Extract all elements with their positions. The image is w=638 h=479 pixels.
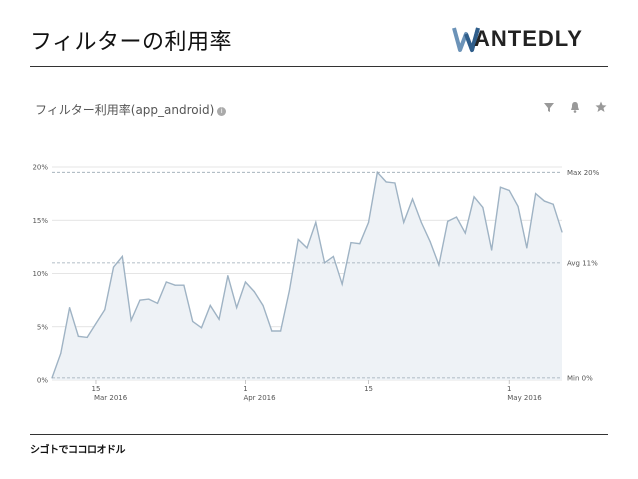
data-point xyxy=(218,318,220,320)
data-point xyxy=(148,298,150,300)
data-point xyxy=(447,220,449,222)
data-point xyxy=(315,221,317,223)
data-point xyxy=(508,189,510,192)
data-point xyxy=(139,299,141,301)
data-point xyxy=(482,206,484,209)
data-point xyxy=(464,232,466,234)
data-point xyxy=(455,216,458,218)
data-point xyxy=(227,275,229,277)
data-point xyxy=(543,200,546,202)
data-point xyxy=(561,231,563,233)
x-tick-day-label: 1 xyxy=(243,385,247,393)
top-rule xyxy=(30,66,608,67)
data-point xyxy=(535,193,537,195)
x-tick-month-label: Apr 2016 xyxy=(243,394,276,402)
data-point xyxy=(552,203,554,205)
data-point xyxy=(77,335,79,337)
data-point xyxy=(411,198,414,200)
data-point xyxy=(271,330,273,332)
x-tick-day-label: 15 xyxy=(92,385,101,393)
data-point xyxy=(86,336,88,338)
info-icon[interactable]: i xyxy=(217,107,227,116)
data-point xyxy=(350,242,352,244)
y-tick-label: 0% xyxy=(37,377,48,385)
area-fill xyxy=(52,172,562,380)
reference-label: Max 20% xyxy=(567,169,600,177)
data-point xyxy=(332,255,334,258)
data-point xyxy=(403,221,405,223)
x-tick-day-label: 15 xyxy=(364,385,373,393)
data-point xyxy=(473,196,475,198)
data-point xyxy=(121,255,123,258)
data-point xyxy=(297,238,299,241)
data-point xyxy=(341,283,343,285)
data-point xyxy=(236,306,238,309)
data-point xyxy=(438,264,440,266)
slide-title: フィルターの利用率 xyxy=(30,30,233,55)
panel-title: フィルター利用率(app_android) i xyxy=(35,101,227,118)
data-point xyxy=(280,330,282,332)
x-tick-month-label: Mar 2016 xyxy=(94,394,128,402)
data-point xyxy=(517,205,519,208)
data-point xyxy=(112,266,115,268)
data-point xyxy=(526,247,528,249)
logo-w-mark xyxy=(452,27,480,52)
logo-text: ANTEDLY xyxy=(474,26,583,51)
reference-label: Avg 11% xyxy=(567,259,598,267)
footer-slogan: シゴトでココロオドル xyxy=(30,445,126,456)
data-point xyxy=(156,302,159,304)
y-tick-label: 20% xyxy=(32,164,48,172)
data-point xyxy=(130,319,132,321)
y-tick-label: 10% xyxy=(32,270,48,278)
data-point xyxy=(385,181,387,183)
bottom-rule xyxy=(30,434,608,435)
data-point xyxy=(394,182,396,184)
reference-label: Min 0% xyxy=(567,374,593,382)
data-point xyxy=(165,281,167,283)
data-point xyxy=(420,221,422,223)
x-tick-day-label: 1 xyxy=(507,385,511,393)
bell-icon[interactable] xyxy=(568,100,582,114)
data-point xyxy=(359,243,361,245)
data-point xyxy=(68,306,71,309)
filter-icon[interactable] xyxy=(542,100,556,114)
data-point xyxy=(367,221,370,223)
data-point xyxy=(192,320,194,323)
wantedly-logo: ANTEDLY xyxy=(452,22,610,56)
panel-title-text: フィルター利用率(app_android) xyxy=(35,103,215,117)
data-point xyxy=(60,352,62,354)
data-point xyxy=(491,249,493,251)
data-point xyxy=(288,289,291,292)
data-point xyxy=(209,304,211,307)
data-point xyxy=(174,284,176,286)
data-point xyxy=(429,240,431,243)
data-point xyxy=(183,284,185,286)
y-tick-label: 15% xyxy=(32,217,48,225)
y-tick-label: 5% xyxy=(37,323,48,331)
data-point xyxy=(95,322,97,325)
star-icon[interactable] xyxy=(594,100,608,114)
data-point xyxy=(262,304,264,307)
data-point xyxy=(499,186,502,188)
data-point xyxy=(200,327,203,329)
x-tick-month-label: May 2016 xyxy=(507,394,542,402)
data-point xyxy=(253,291,255,293)
data-point xyxy=(306,247,308,249)
data-point xyxy=(104,309,106,311)
data-point xyxy=(244,281,247,283)
